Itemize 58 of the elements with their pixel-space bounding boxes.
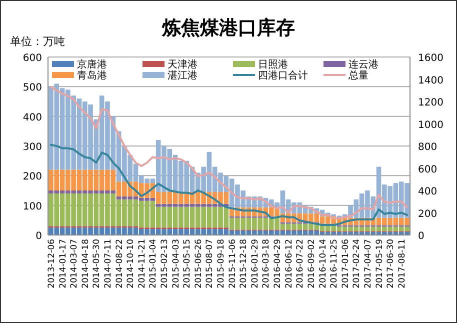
x-tick-label: 2016-10-14 bbox=[318, 239, 328, 288]
y-tick-label: 200 bbox=[22, 172, 42, 183]
x-tick-label: 2014-07-11 bbox=[103, 239, 114, 288]
x-tick-label: 2017-08-11 bbox=[397, 239, 408, 288]
chart-title: 炼焦煤港口库存 bbox=[161, 17, 295, 39]
legend-label: 总量 bbox=[348, 70, 368, 82]
legend-label: 连云港 bbox=[348, 58, 378, 70]
y2-tick-label: 200 bbox=[418, 208, 438, 220]
x-tick-label: 2017-06-30 bbox=[386, 239, 396, 288]
x-tick-label: 2014-08-22 bbox=[114, 239, 125, 288]
x-tick-label: 2016-11-25 bbox=[330, 239, 340, 288]
x-tick-label: 2015-01-04 bbox=[148, 239, 159, 288]
x-tick-label: 2016-01-29 bbox=[250, 239, 260, 288]
x-tick-label: 2016-09-02 bbox=[306, 239, 317, 288]
legend-label: 日照港 bbox=[258, 58, 288, 70]
x-tick-label: 2016-04-29 bbox=[273, 239, 284, 288]
x-tick-label: 2015-06-26 bbox=[194, 239, 204, 288]
y-tick-label: 100 bbox=[22, 201, 42, 212]
x-tick-label: 2015-12-18 bbox=[239, 239, 250, 288]
legend-label: 湛江港 bbox=[168, 70, 198, 82]
x-tick-label: 2014-01-17 bbox=[58, 239, 68, 288]
y2-tick-label: 1400 bbox=[418, 75, 444, 86]
y2-tick-label: 0 bbox=[418, 231, 424, 242]
x-tick-label: 2015-04-03 bbox=[171, 239, 182, 288]
x-tick-label: 2015-05-15 bbox=[182, 239, 193, 288]
x-tick-label: 2017-05-19 bbox=[374, 239, 385, 288]
y-tick-label: 500 bbox=[22, 82, 42, 94]
text: 单位：万吨 bbox=[10, 35, 65, 48]
x-tick-label: 2014-05-30 bbox=[92, 239, 102, 288]
legend-label: 京唐港 bbox=[77, 58, 107, 70]
x-tick-label: 2014-03-07 bbox=[70, 239, 80, 288]
x-tick-label: 2017-02-24 bbox=[352, 239, 362, 288]
legend-label: 四港口合计 bbox=[258, 70, 308, 82]
x-tick-label: 2016-06-12 bbox=[284, 239, 294, 288]
legend-label: 青岛港 bbox=[77, 70, 107, 82]
x-tick-label: 2016-07-22 bbox=[296, 239, 306, 288]
x-tick-label: 2016-03-18 bbox=[262, 239, 272, 288]
x-tick-label: 2017-04-07 bbox=[363, 239, 374, 288]
y-tick-label: 300 bbox=[22, 142, 42, 153]
x-tick-label: 2013-12-06 bbox=[46, 239, 57, 288]
x-tick-label: 2014-04-18 bbox=[80, 239, 91, 288]
x-tick-label: 2015-02-13 bbox=[160, 239, 170, 288]
x-tick-label: 2014-10-10 bbox=[126, 239, 136, 288]
x-tick-label: 2017-01-06 bbox=[340, 239, 351, 288]
x-tick-label: 2014-11-21 bbox=[137, 239, 148, 288]
y2-tick-label: 1000 bbox=[418, 120, 444, 131]
y-tick-label: 400 bbox=[22, 112, 42, 124]
y-tick-label: 0 bbox=[36, 231, 42, 242]
y2-tick-label: 800 bbox=[418, 142, 438, 153]
y2-tick-label: 600 bbox=[418, 164, 438, 176]
x-tick-label: 2015-08-07 bbox=[205, 239, 216, 288]
y2-tick-label: 400 bbox=[418, 186, 438, 198]
y2-tick-label: 1200 bbox=[418, 98, 444, 108]
legend-label: 天津港 bbox=[168, 58, 198, 70]
x-tick-label: 2015-09-18 bbox=[216, 239, 227, 288]
y2-tick-label: 1600 bbox=[418, 53, 444, 64]
y-tick-label: 600 bbox=[22, 53, 42, 64]
x-tick-label: 2015-11-06 bbox=[228, 239, 238, 288]
